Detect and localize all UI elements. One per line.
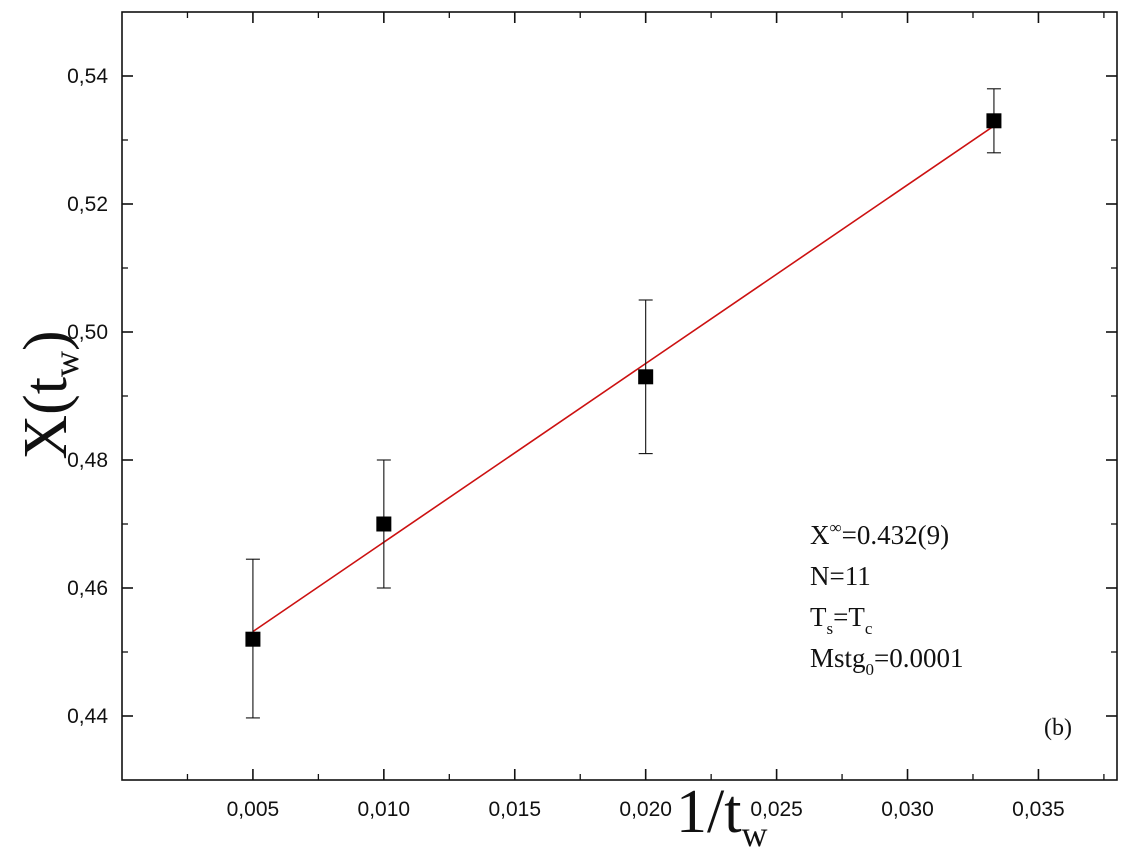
fit-line [252,125,995,633]
tick-group [122,12,1117,780]
x-axis-title: 1/tw [676,778,767,854]
y-axis-title-close: ) [12,330,80,351]
data-point [638,369,654,385]
x-tick-label: 0,015 [488,798,541,821]
x-axis-title-sub: w [741,814,767,854]
y-axis-title-main: X(t [12,377,80,460]
y-tick-label: 0,54 [67,65,108,88]
plot-frame [121,11,1118,781]
x-tick-label: 0,020 [619,798,672,821]
y-tick-label: 0,50 [67,321,108,344]
data-point [245,631,261,647]
y-axis-title: X(tw) [12,330,86,459]
x-tick-label: 0,025 [750,798,803,821]
annotation-temperature: Ts=Tc [810,602,873,638]
annotation-mstg: Mstg0=0.0001 [810,643,964,679]
error-bar-group [245,88,1001,719]
annotation-block: X∞=0.432(9) N=11 Ts=Tc Mstg0=0.0001 [810,518,964,679]
x-tick-label: 0,030 [881,798,934,821]
data-point [986,113,1002,129]
x-axis-title-main: 1/t [676,778,741,846]
panel-label: (b) [1044,715,1072,741]
annotation-x-infinity: X∞=0.432(9) [810,518,949,550]
fit-line-group [252,125,995,633]
tick-label-group: 0,005 0,010 0,015 0,020 0,025 0,030 0,035 0,44 0… [67,65,1065,821]
x-tick-label: 0,035 [1012,798,1065,821]
y-tick-label: 0,52 [67,193,108,216]
y-tick-label: 0,48 [67,449,108,472]
y-tick-label: 0,44 [67,705,108,728]
x-tick-label: 0,010 [358,798,411,821]
data-point-group [245,113,1002,647]
y-axis-title-sub: w [46,351,86,377]
x-tick-label: 0,005 [227,798,280,821]
y-tick-label: 0,46 [67,577,108,600]
data-point [376,516,392,532]
annotation-n: N=11 [810,561,871,591]
